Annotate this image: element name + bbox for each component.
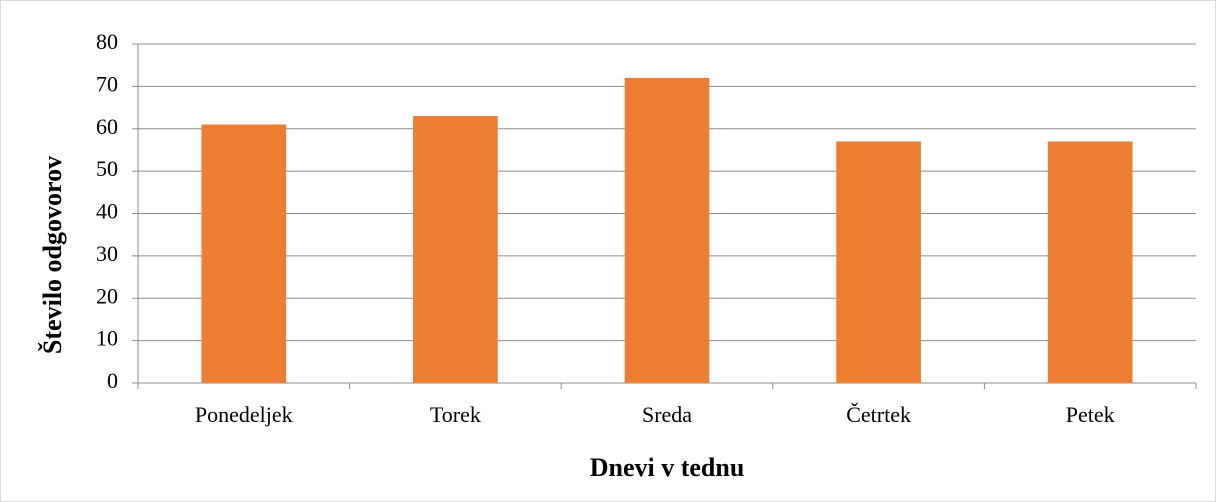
y-tick-label: 70 <box>96 71 118 96</box>
y-tick-label: 40 <box>96 199 118 224</box>
bar <box>624 77 710 384</box>
x-tick-label: Petek <box>1066 402 1115 427</box>
bar <box>201 124 287 383</box>
bar <box>413 116 498 383</box>
x-tick-label: Četrtek <box>846 402 911 427</box>
x-tick-label: Ponedeljek <box>195 402 293 427</box>
y-tick-label: 50 <box>96 156 118 181</box>
y-tick-label: 80 <box>96 29 118 54</box>
y-axis-title: Število odgovorov <box>38 156 67 354</box>
bar <box>1047 141 1133 383</box>
x-tick-label: Torek <box>430 402 481 427</box>
x-tick-label: Sreda <box>642 402 692 427</box>
x-axis-title: Dnevi v tednu <box>590 453 745 482</box>
bar <box>836 141 921 383</box>
y-tick-label: 20 <box>96 283 118 308</box>
y-tick-label: 10 <box>96 326 118 351</box>
y-tick-label: 60 <box>96 114 118 139</box>
y-tick-label: 30 <box>96 241 118 266</box>
y-tick-label: 0 <box>107 368 118 393</box>
